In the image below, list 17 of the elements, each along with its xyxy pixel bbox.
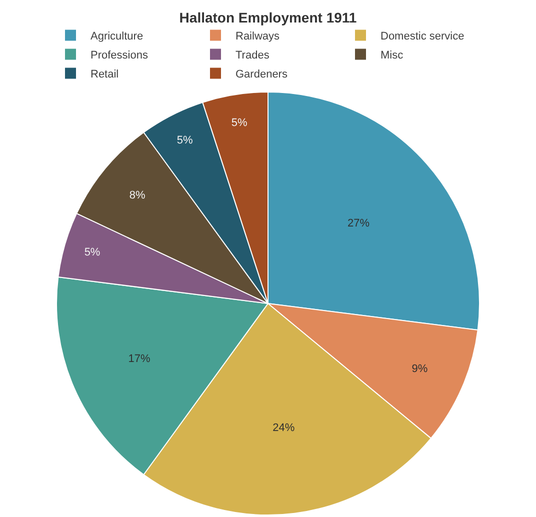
legend-label: Domestic service [380,30,464,43]
legend-label: Trades [236,50,270,62]
data-label: 27% [348,218,370,230]
legend-label: Retail [90,68,119,81]
legend-label: Gardeners [236,68,288,81]
data-label: 8% [129,190,146,202]
data-label: 5% [231,116,248,129]
data-label: 9% [412,363,428,376]
legend-label: Agriculture [90,30,144,43]
data-label: 5% [176,134,194,147]
legend-label: Professions [90,50,148,62]
legend-label: Railways [236,30,280,43]
chart-title: Hallaton Employment 1911 [179,10,357,26]
data-label: 5% [84,246,100,258]
data-label: 17% [128,353,150,366]
legend-label: Misc [380,50,404,62]
data-label: 24% [272,422,295,434]
